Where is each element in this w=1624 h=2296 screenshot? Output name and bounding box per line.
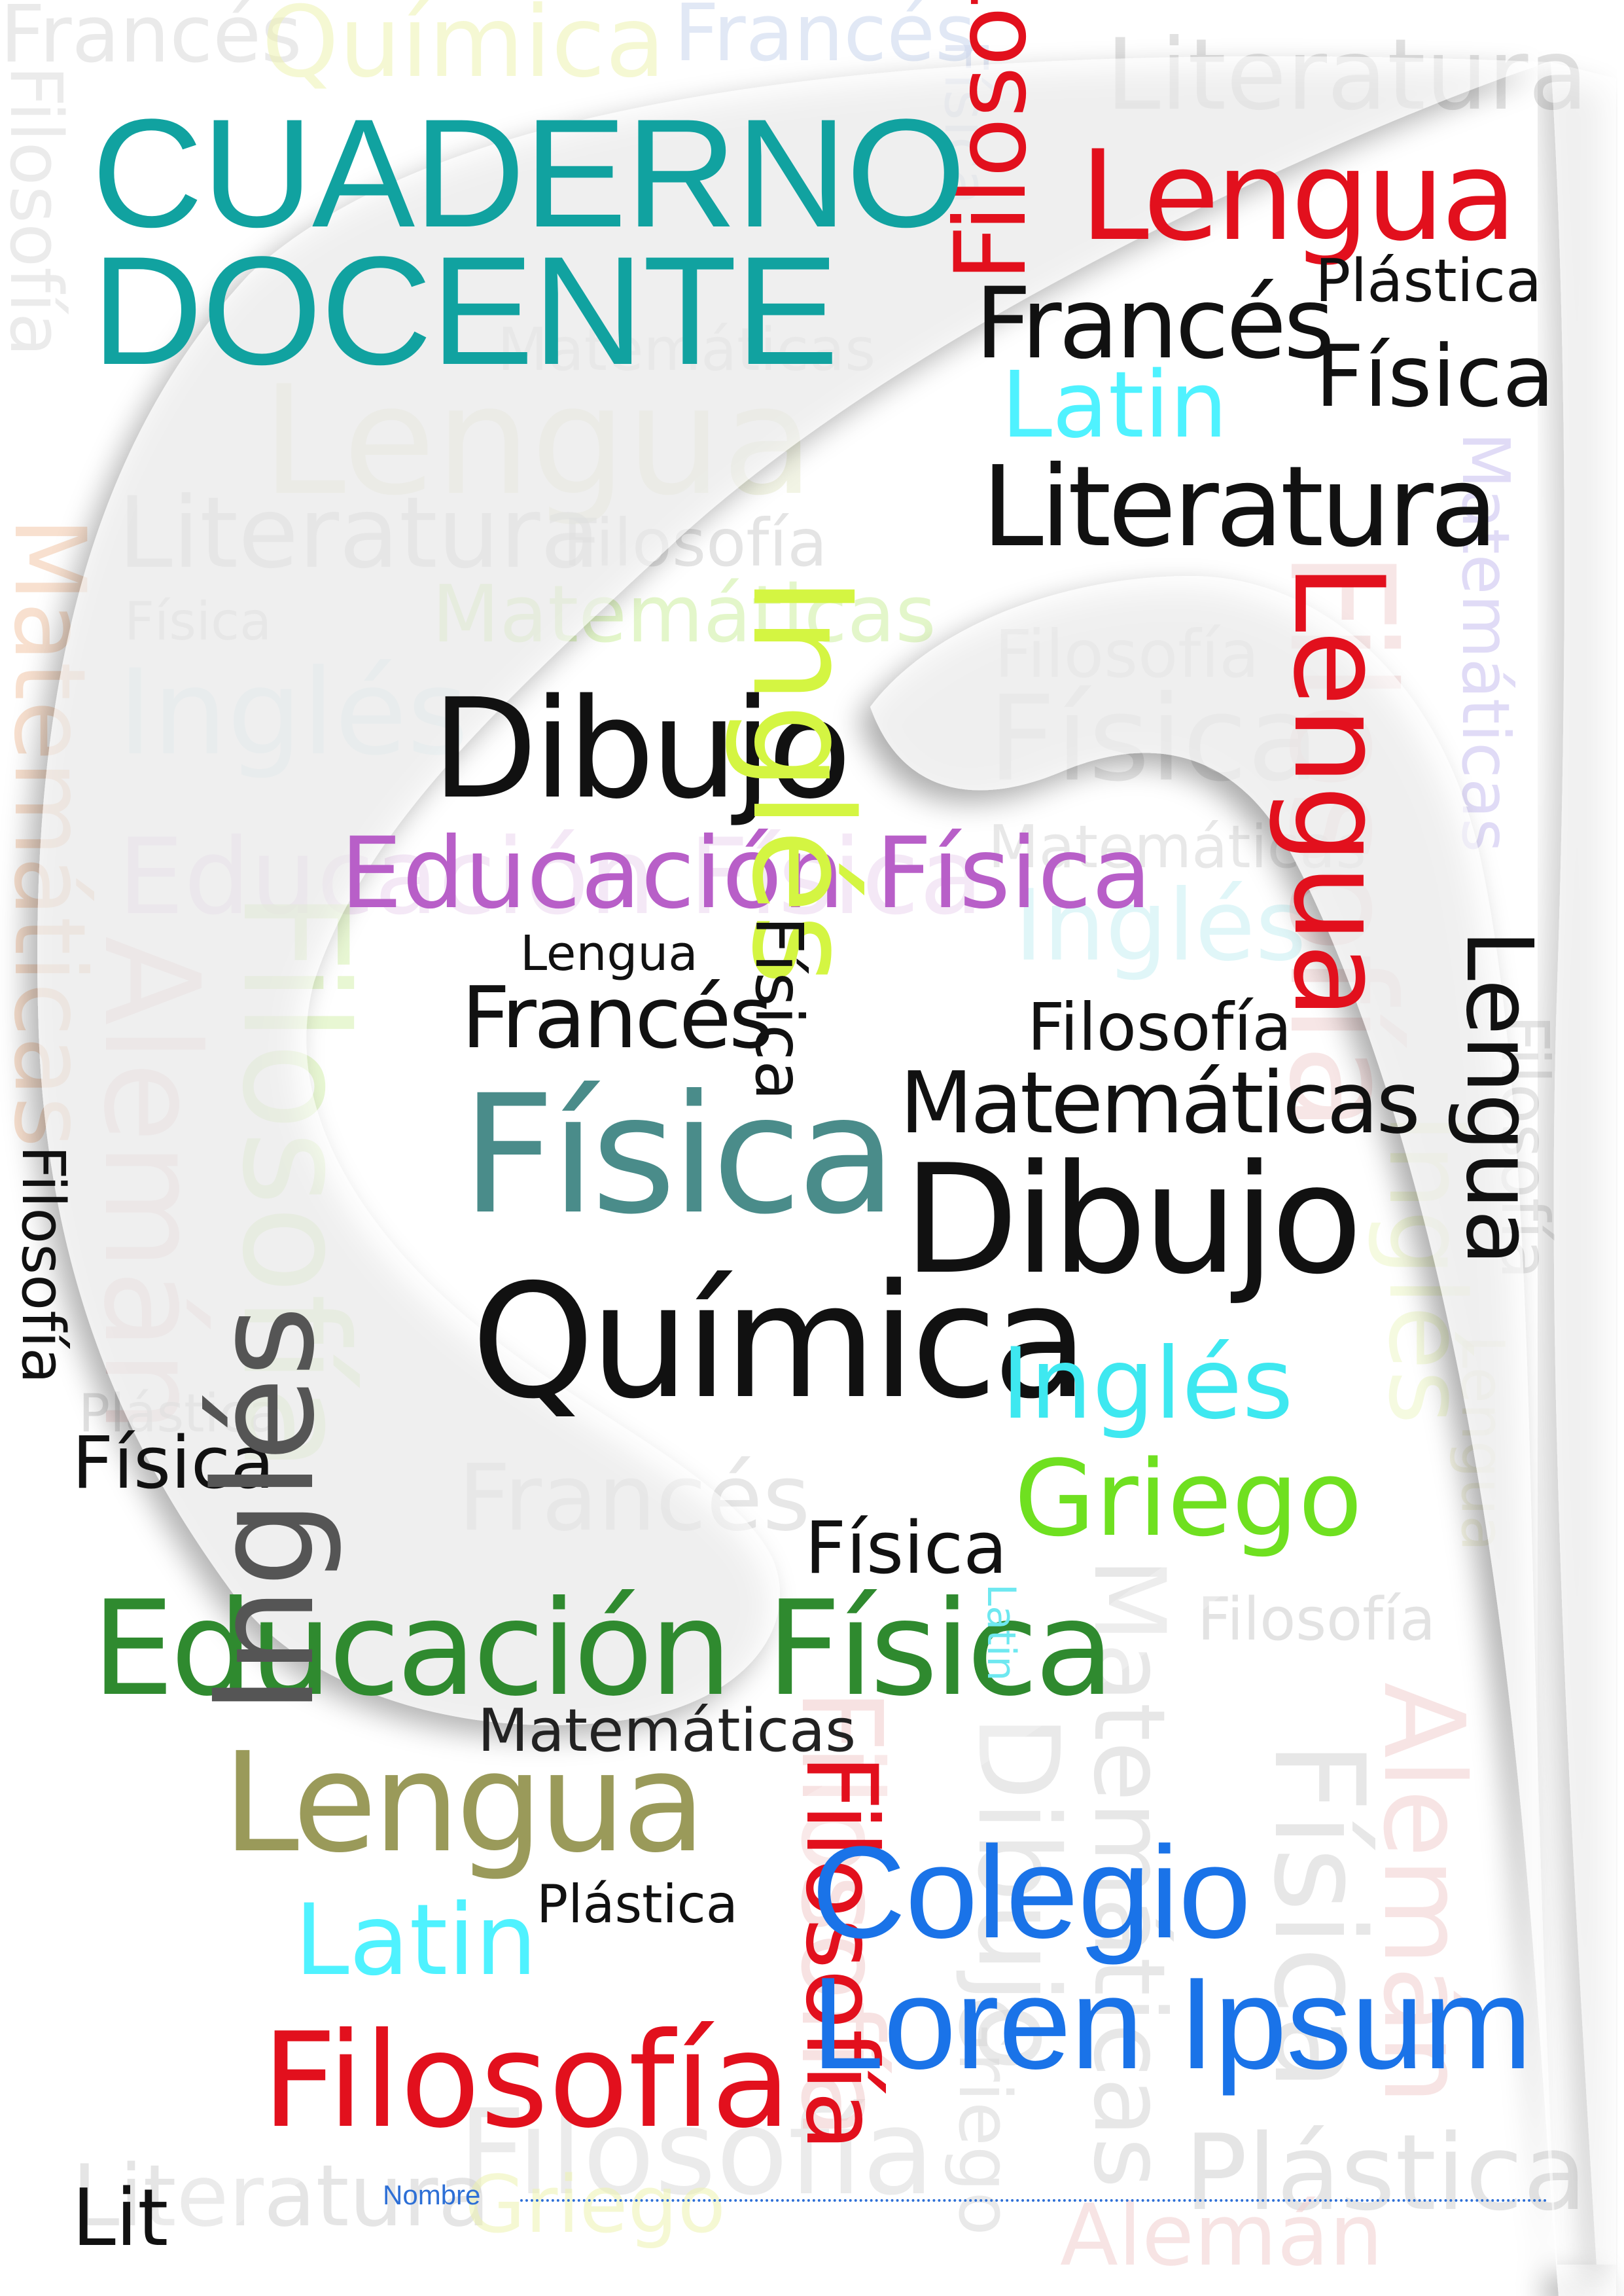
word: Física — [1315, 327, 1555, 426]
word: Literatura — [72, 2146, 491, 2246]
name-label: Nombre — [383, 2179, 481, 2210]
word: Inglés — [1001, 1327, 1294, 1441]
word: Física — [72, 1421, 275, 1505]
word: Educación Física — [340, 817, 1152, 931]
word: Matemáticas — [900, 1053, 1421, 1153]
word: Francés — [461, 968, 773, 1067]
word: Matemáticas — [478, 1696, 856, 1765]
word: Filosofía — [262, 2005, 792, 2157]
school-line-2: Loren Ipsum — [811, 1950, 1532, 2096]
word: Lengua — [222, 1723, 706, 1883]
word: Plástica — [537, 1874, 738, 1935]
name-dotted-line[interactable] — [520, 2199, 1547, 2202]
word: Física — [461, 1060, 897, 1250]
word: Alemán — [1060, 2185, 1383, 2285]
word: Filosofía — [1027, 989, 1292, 1066]
word: Literatura — [981, 442, 1498, 572]
word: Griego — [1014, 1437, 1363, 1560]
title-line-1: CUADERNO — [92, 87, 966, 260]
word: Griego — [465, 2160, 726, 2251]
word: Filosofía — [9, 1145, 77, 1384]
word: Plástica — [1315, 247, 1542, 315]
word: Educación Física — [92, 1573, 1115, 1725]
word: Dibujo — [432, 669, 852, 829]
word: Lengua — [1445, 929, 1552, 1266]
word: Química — [262, 0, 665, 99]
word: Filosofía — [1197, 1585, 1436, 1654]
word: Francés — [674, 0, 976, 79]
word: Francés — [0, 0, 302, 81]
school-line-1: Colegio — [811, 1820, 1251, 1965]
word: Química — [471, 1250, 1089, 1433]
word: Inglés — [185, 1305, 345, 1715]
word: Latin — [1001, 352, 1228, 459]
word: Lengua — [1266, 563, 1411, 1020]
title-line-2: DOCENTE — [92, 224, 839, 397]
word: Filosofía — [458, 2085, 935, 2221]
word: Lengua — [1080, 124, 1517, 268]
word: Inglés — [1014, 869, 1307, 983]
word: Plástica — [1184, 2111, 1587, 2234]
word: Física — [805, 1506, 1008, 1590]
word: Lit — [72, 2173, 169, 2264]
word: Lengua — [520, 925, 698, 982]
word: Francés — [975, 267, 1335, 381]
word: Latin — [294, 1884, 538, 1998]
word: Dibujo — [903, 1133, 1363, 1308]
word: Latin — [978, 1584, 1024, 1681]
